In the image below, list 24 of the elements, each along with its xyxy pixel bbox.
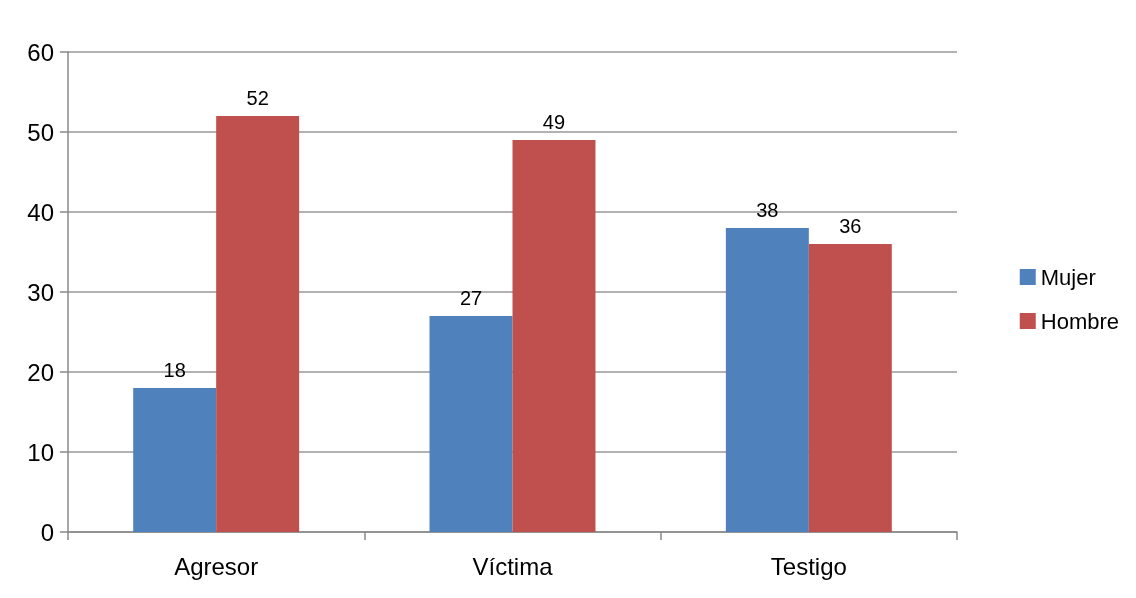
legend-label: Hombre bbox=[1040, 308, 1119, 334]
bar bbox=[512, 140, 596, 532]
data-label: 27 bbox=[459, 287, 483, 309]
legend-label: Mujer bbox=[1040, 264, 1096, 290]
bar bbox=[808, 244, 892, 532]
bar bbox=[133, 388, 217, 532]
y-tick-label: 40 bbox=[27, 198, 54, 226]
y-tick-label: 0 bbox=[40, 518, 54, 546]
data-label: 36 bbox=[839, 215, 862, 237]
x-tick-label: Testigo bbox=[770, 552, 847, 580]
y-tick-label: 50 bbox=[27, 118, 54, 146]
bar bbox=[216, 116, 300, 532]
y-tick-label: 60 bbox=[27, 38, 54, 66]
data-label: 52 bbox=[246, 87, 269, 109]
x-tick-label: Agresor bbox=[174, 552, 259, 580]
data-label: 18 bbox=[163, 359, 186, 381]
y-tick-label: 20 bbox=[27, 358, 54, 386]
y-tick-label: 10 bbox=[27, 438, 54, 466]
x-tick-label: Víctima bbox=[472, 552, 554, 580]
bar bbox=[725, 228, 809, 532]
data-label: 49 bbox=[542, 111, 566, 133]
data-label: 38 bbox=[756, 199, 779, 221]
bar bbox=[429, 316, 513, 532]
y-tick-label: 30 bbox=[27, 278, 54, 306]
